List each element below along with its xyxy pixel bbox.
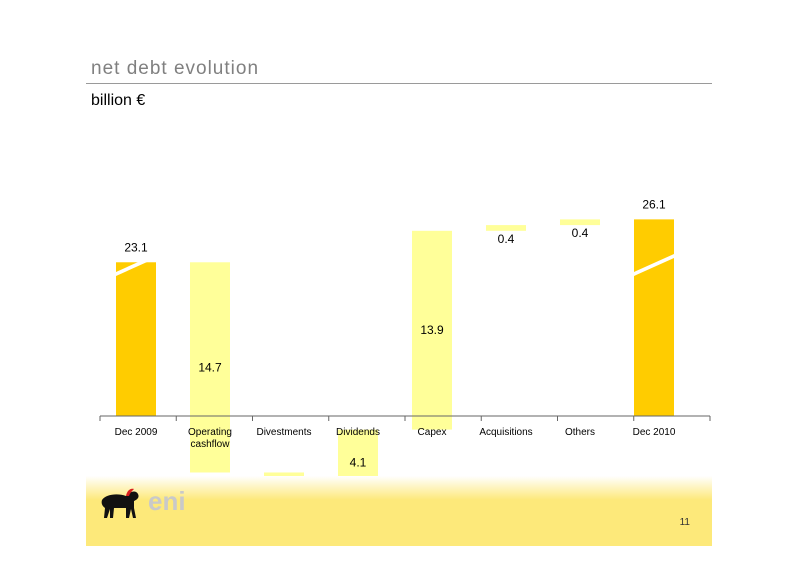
bar-others bbox=[560, 219, 600, 226]
page-title: net debt evolution bbox=[91, 58, 260, 79]
axis-break-dec-2009 bbox=[116, 254, 156, 276]
tick-label-acquisitions: Acquisitions bbox=[479, 427, 532, 438]
eni-logo-icon: eni bbox=[101, 486, 186, 518]
page-number: 11 bbox=[679, 517, 690, 528]
axis-break-dec-2010 bbox=[634, 254, 674, 276]
bar-acquisitions bbox=[486, 225, 526, 231]
tick-label-dec-2010: Dec 2010 bbox=[633, 427, 676, 438]
tick-label-dec-2009: Dec 2009 bbox=[115, 427, 158, 438]
data-label-dividends: 4.1 bbox=[350, 456, 367, 470]
bar-operating-cashflow bbox=[190, 262, 230, 473]
tick-label-capex: Capex bbox=[418, 427, 447, 438]
data-label-dec-2010: 26.1 bbox=[642, 197, 666, 211]
data-label-acquisitions: 0.4 bbox=[498, 232, 515, 246]
bar-dec-2010 bbox=[634, 219, 674, 416]
data-label-dec-2009: 23.1 bbox=[124, 240, 148, 254]
title-divider bbox=[86, 83, 712, 84]
tick-label-dividends: Dividends bbox=[336, 427, 380, 438]
bar-capex bbox=[412, 230, 452, 430]
data-label-capex: 13.9 bbox=[420, 323, 444, 337]
tick-label-divestments: Divestments bbox=[256, 427, 311, 438]
bar-dec-2009 bbox=[116, 262, 156, 416]
tick-label-others: Others bbox=[565, 427, 595, 438]
tick-label-operating-cashflow: Operating cashflow bbox=[188, 427, 232, 450]
logo-text: eni bbox=[148, 486, 186, 516]
footer-band: 11 bbox=[86, 476, 712, 546]
unit-label: billion € bbox=[91, 92, 146, 109]
data-label-operating-cashflow: 14.7 bbox=[198, 360, 222, 374]
data-label-others: 0.4 bbox=[572, 226, 589, 240]
